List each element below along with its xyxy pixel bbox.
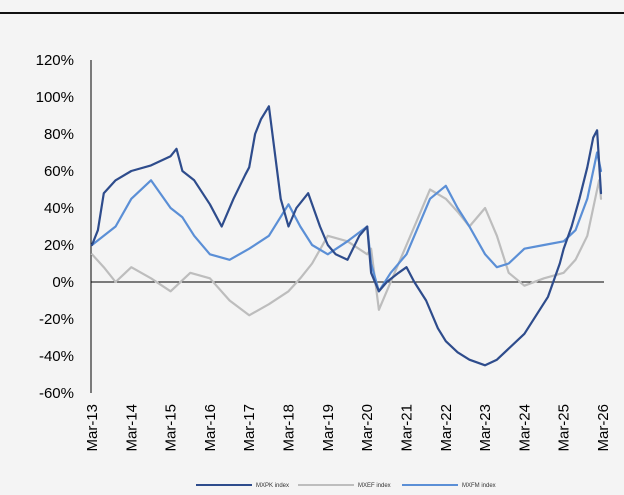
top-rule (0, 12, 624, 14)
y-tick-label: 0% (52, 274, 74, 291)
x-tick-label: Mar-23 (477, 404, 494, 452)
x-tick-label: Mar-25 (556, 404, 573, 452)
series-line-mxpk-index (90, 105, 603, 367)
series-line-mxfm-index (90, 151, 603, 293)
y-tick-label: 100% (36, 89, 74, 106)
y-tick-label: -60% (39, 385, 74, 402)
x-tick-label: Mar-26 (595, 404, 612, 452)
legend-label: MXPK index (256, 483, 289, 489)
y-axis: 120% 100% 80% 60% 40% 20% 0% -20% -40% -60% (36, 52, 92, 402)
y-tick-label: 120% (36, 52, 74, 69)
x-tick-label: Mar-17 (241, 404, 258, 452)
x-tick-label: Mar-19 (320, 404, 337, 452)
y-tick-label: -40% (39, 348, 74, 365)
legend-label: MXFM index (462, 483, 496, 489)
x-tick-label: Mar-21 (398, 404, 415, 452)
y-tick-label: 60% (44, 163, 74, 180)
x-tick-label: Mar-18 (281, 404, 298, 452)
legend: MXPK index MXEF index MXFM index (196, 483, 496, 489)
x-tick-label: Mar-15 (163, 404, 180, 452)
y-tick-label: 40% (44, 200, 74, 217)
x-axis: Mar-13 Mar-14 Mar-15 Mar-16 Mar-17 Mar-18 Mar-… (84, 281, 612, 452)
series-lines (90, 105, 603, 367)
y-tick-label: 20% (44, 237, 74, 254)
legend-label: MXEF index (358, 483, 391, 489)
x-tick-label: Mar-20 (359, 404, 376, 452)
x-tick-label: Mar-22 (438, 404, 455, 452)
x-tick-label: Mar-14 (123, 404, 140, 452)
x-tick-label: Mar-13 (84, 404, 101, 452)
y-tick-label: -20% (39, 311, 74, 328)
x-tick-label: Mar-16 (202, 404, 219, 452)
x-tick-label: Mar-24 (516, 404, 533, 452)
y-tick-label: 80% (44, 126, 74, 143)
